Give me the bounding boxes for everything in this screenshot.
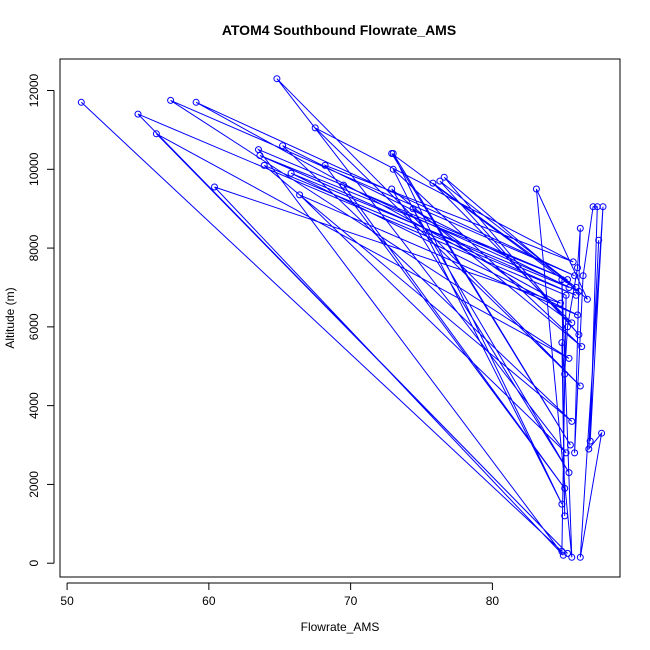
data-point — [273, 75, 281, 83]
y-tick-label: 4000 — [27, 392, 41, 419]
data-point — [585, 445, 593, 453]
data-point — [562, 291, 570, 299]
data-point — [595, 236, 603, 244]
data-point — [599, 203, 607, 211]
data-point — [321, 161, 329, 169]
series-layer — [77, 75, 607, 561]
data-point — [564, 549, 571, 557]
data-point — [260, 161, 268, 169]
data-point — [568, 553, 576, 561]
y-axis-label: Altitude (m) — [3, 287, 17, 348]
data-point — [561, 512, 569, 520]
y-tick-label: 0 — [27, 560, 41, 567]
x-axis: 50 60 70 80 — [60, 582, 500, 608]
data-point — [134, 110, 142, 118]
data-point — [562, 449, 570, 457]
data-point — [296, 191, 304, 199]
data-point — [576, 382, 584, 390]
x-tick-label: 60 — [202, 594, 216, 608]
data-point — [565, 284, 573, 291]
data-point — [409, 205, 417, 213]
y-axis: 0 2000 4000 6000 8000 10000 12000 — [27, 74, 55, 567]
data-point — [565, 469, 573, 477]
data-point — [77, 98, 85, 106]
data-point — [568, 417, 576, 425]
chart-title: ATOM4 Southbound Flowrate_AMS — [222, 22, 456, 38]
data-point — [436, 177, 444, 185]
data-point — [389, 150, 397, 157]
data-point — [557, 299, 564, 307]
data-point — [561, 484, 569, 492]
data-point — [572, 284, 580, 291]
data-point — [532, 185, 540, 193]
data-point — [579, 272, 587, 280]
series-line — [80, 78, 604, 558]
y-tick-label: 8000 — [27, 234, 41, 261]
data-point — [211, 183, 218, 191]
data-point — [586, 437, 594, 445]
data-point — [429, 179, 437, 187]
data-point — [558, 500, 566, 508]
data-point — [575, 331, 583, 339]
y-tick-label: 10000 — [27, 152, 41, 186]
data-point — [576, 553, 584, 561]
data-point — [571, 449, 579, 457]
data-point — [440, 173, 448, 181]
data-point — [574, 264, 581, 272]
data-point — [589, 203, 597, 211]
data-point — [569, 258, 577, 266]
data-point — [389, 165, 397, 173]
data-point — [287, 169, 295, 177]
data-point — [558, 276, 566, 284]
y-tick-label: 12000 — [27, 74, 41, 108]
data-point — [565, 354, 573, 362]
x-tick-label: 70 — [344, 594, 358, 608]
data-point — [167, 96, 175, 104]
data-point — [558, 339, 566, 347]
data-point — [311, 124, 319, 132]
x-axis-label: Flowrate_AMS — [301, 620, 380, 634]
data-point — [559, 551, 567, 559]
data-point — [564, 323, 571, 331]
data-point — [571, 272, 579, 280]
data-point — [598, 429, 606, 437]
data-point — [192, 98, 200, 106]
data-point — [583, 295, 591, 303]
x-tick-label: 80 — [486, 594, 500, 608]
data-point — [152, 130, 160, 138]
data-point — [578, 343, 586, 351]
y-tick-label: 2000 — [27, 471, 41, 498]
data-point — [574, 311, 581, 319]
data-point — [566, 441, 574, 449]
data-point — [279, 142, 287, 150]
plot-frame — [59, 58, 621, 578]
data-point — [568, 319, 576, 327]
data-point — [576, 224, 584, 232]
y-tick-label: 6000 — [27, 313, 41, 340]
data-point — [561, 370, 569, 378]
x-tick-label: 50 — [60, 594, 74, 608]
data-point — [256, 152, 264, 159]
data-point — [340, 181, 347, 189]
data-point — [388, 185, 396, 193]
